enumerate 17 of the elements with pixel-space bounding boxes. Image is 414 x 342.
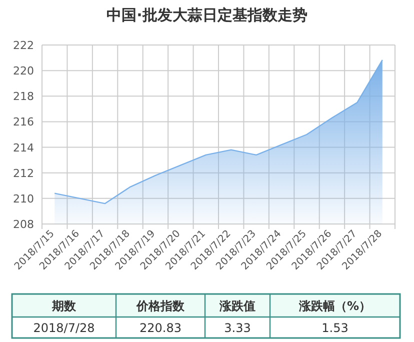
text: 2018/7/28 xyxy=(33,321,95,335)
y-tick-label: 212 xyxy=(13,166,34,180)
y-tick-label: 214 xyxy=(13,141,34,154)
category-label: 涨跌幅（%） xyxy=(298,299,372,313)
y-tick-label: 210 xyxy=(13,192,34,206)
chart-title: 中国·批发大蒜日定基指数走势 xyxy=(106,6,308,24)
category-label: 价格指数 xyxy=(136,299,186,313)
y-tick-label: 222 xyxy=(13,39,34,52)
text: 220.83 xyxy=(140,321,182,335)
y-tick-label: 220 xyxy=(13,64,34,78)
category-label: 涨跌值 xyxy=(218,299,256,313)
y-tick-label: 218 xyxy=(13,90,34,104)
text: 3.33 xyxy=(224,321,251,335)
y-tick-label: 208 xyxy=(13,218,34,231)
category-label: 期数 xyxy=(51,299,77,313)
y-tick-label: 216 xyxy=(13,116,34,129)
text: 1.53 xyxy=(322,321,348,335)
